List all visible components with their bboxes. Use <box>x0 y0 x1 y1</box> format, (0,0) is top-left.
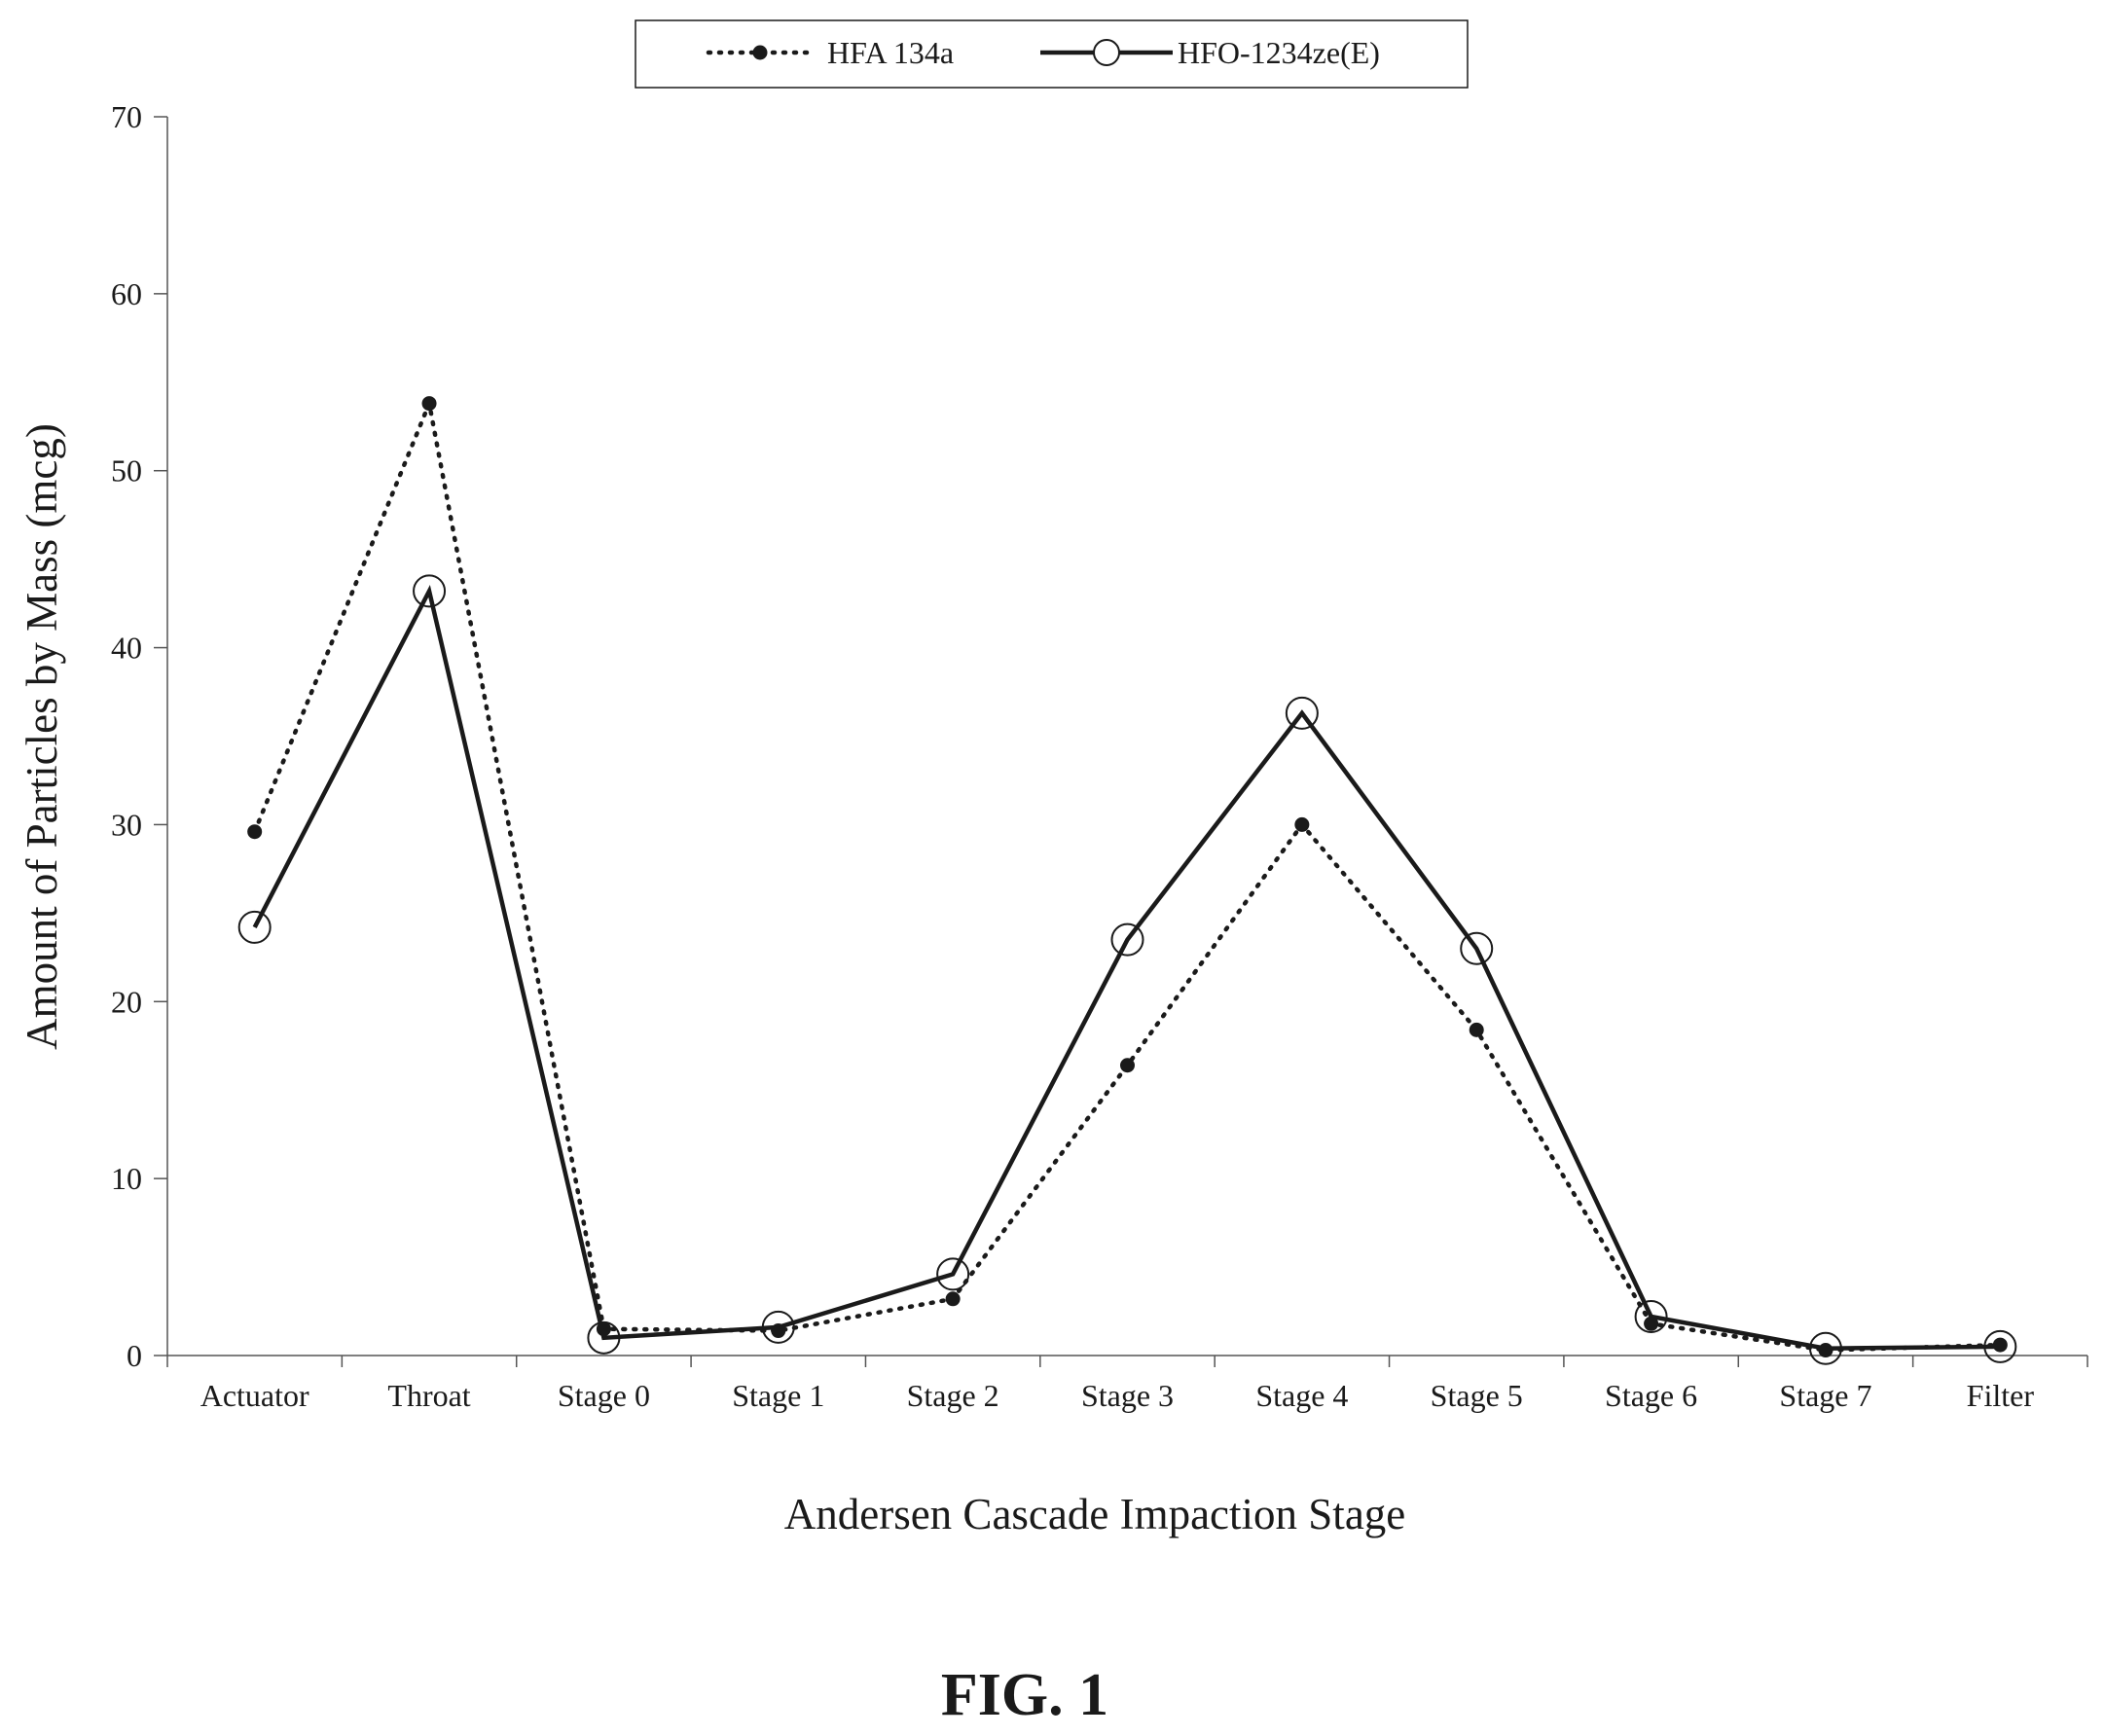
data-point <box>1469 1022 1484 1037</box>
data-point <box>1110 922 1144 957</box>
y-axis: 0 10 20 30 40 50 60 70 <box>111 99 168 1373</box>
data-point <box>1285 696 1319 730</box>
x-tick-label: Throat <box>387 1378 470 1413</box>
series-layer <box>237 395 2017 1365</box>
legend: HFA 134a HFO-1234ze(E) <box>635 19 1469 89</box>
data-point <box>247 824 263 840</box>
y-tick-label: 20 <box>111 984 142 1019</box>
legend-label: HFO-1234ze(E) <box>1178 35 1380 70</box>
data-point <box>1983 1329 2017 1363</box>
y-tick-label: 70 <box>111 99 142 134</box>
x-tick-label: Stage 4 <box>1255 1378 1348 1413</box>
y-tick-label: 60 <box>111 276 142 311</box>
data-point <box>421 396 437 412</box>
y-tick-label: 40 <box>111 631 142 666</box>
data-point <box>1808 1331 1842 1365</box>
data-point <box>1460 931 1494 965</box>
data-point <box>237 910 272 944</box>
x-tick-label: Stage 3 <box>1081 1378 1174 1413</box>
x-tick-label: Stage 6 <box>1605 1378 1697 1413</box>
legend-entry: HFO-1234ze(E) <box>1040 35 1380 70</box>
series-2 <box>237 574 2017 1365</box>
x-tick-label: Filter <box>1967 1378 2035 1413</box>
data-point <box>1120 1058 1135 1073</box>
y-tick-label: 50 <box>111 453 142 488</box>
series-line <box>252 584 2001 1351</box>
y-tick-label: 30 <box>111 807 142 842</box>
data-point <box>945 1291 961 1307</box>
data-point <box>587 1320 621 1355</box>
legend-marker <box>1093 39 1120 66</box>
series-1 <box>247 395 2008 1358</box>
figure-caption: FIG. 1 <box>941 1662 1108 1728</box>
x-tick-label: Actuator <box>200 1378 309 1413</box>
legend-entry: HFA 134a <box>706 35 954 70</box>
series-line <box>252 395 2003 1353</box>
x-tick-label: Stage 0 <box>558 1378 650 1413</box>
x-tick-label: Stage 2 <box>907 1378 999 1413</box>
data-point <box>761 1310 795 1344</box>
data-point <box>1634 1299 1668 1333</box>
data-point <box>1644 1316 1659 1331</box>
x-axis-title: Andersen Cascade Impaction Stage <box>784 1490 1406 1538</box>
legend-marker <box>752 45 768 60</box>
y-tick-label: 10 <box>111 1161 142 1196</box>
y-axis-title: Amount of Particles by Mass (mcg) <box>18 423 66 1050</box>
x-tick-label: Stage 5 <box>1431 1378 1523 1413</box>
x-tick-label: Stage 7 <box>1779 1378 1871 1413</box>
x-tick-label: Stage 1 <box>732 1378 824 1413</box>
y-tick-label: 0 <box>127 1338 142 1373</box>
data-point <box>413 574 447 608</box>
data-point <box>936 1257 970 1291</box>
data-point <box>1294 816 1310 832</box>
legend-label: HFA 134a <box>827 35 954 70</box>
x-axis: Actuator Throat Stage 0 Stage 1 Stage 2 Stage… <box>166 1355 2088 1413</box>
